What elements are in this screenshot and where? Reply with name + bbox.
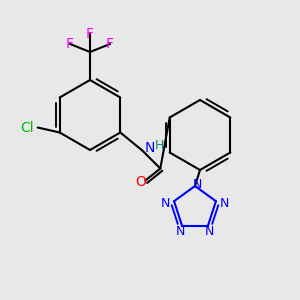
Text: N: N <box>144 142 155 155</box>
Text: F: F <box>106 37 114 51</box>
Text: N: N <box>220 197 229 210</box>
Text: N: N <box>176 225 185 238</box>
Text: N: N <box>192 178 202 191</box>
Text: F: F <box>86 27 94 41</box>
Text: N: N <box>205 225 214 238</box>
Text: O: O <box>135 176 146 190</box>
Text: N: N <box>161 197 170 210</box>
Text: F: F <box>66 37 74 51</box>
Text: Cl: Cl <box>20 121 34 134</box>
Text: H: H <box>154 139 164 152</box>
